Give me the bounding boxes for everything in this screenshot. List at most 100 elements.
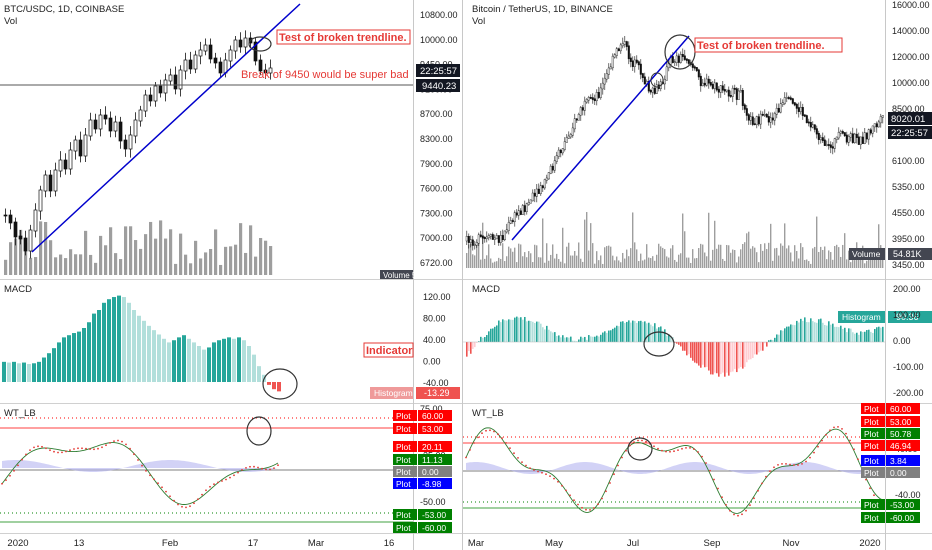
candle-body (198, 49, 203, 57)
left-trendline[interactable] (31, 3, 301, 253)
volume-bar (144, 234, 148, 275)
macd-bar (490, 328, 492, 342)
left-wt-plot-label: Plot (396, 479, 411, 489)
volume-bar (9, 242, 13, 275)
wt-dot (89, 448, 91, 450)
right-vol-label: Vol (472, 16, 485, 27)
wt-dot (573, 499, 575, 502)
candle-body (3, 214, 8, 217)
wt-dot (181, 505, 183, 508)
candle-body (481, 235, 484, 239)
candle-body (589, 97, 592, 99)
wt-dot (113, 440, 115, 442)
right-price-badge-text: 8020.01 (891, 114, 925, 125)
candle-body (847, 135, 850, 143)
volume-bar (482, 222, 484, 268)
left-wt-pane[interactable]: WT_LB 75.00-25.00-50.00 Plot60.00Plot53.… (0, 404, 452, 533)
volume-bar (732, 249, 734, 268)
left-price-tick: 6720.00 (420, 258, 453, 268)
volume-bar (234, 244, 238, 275)
macd-bar (516, 316, 518, 342)
macd-bar (564, 337, 566, 342)
volume-bar (538, 257, 540, 268)
wt-dot (857, 458, 859, 461)
wt-dot (1, 482, 3, 485)
volume-bar (510, 248, 512, 268)
left-volume-badge-text: Volume 5 (383, 271, 417, 280)
candle-body (559, 149, 562, 154)
macd-bar (82, 328, 86, 382)
candle-body (671, 56, 674, 63)
left-time-tick: 16 (384, 538, 395, 549)
macd-bar (526, 321, 528, 342)
left-macd-tick: 80.00 (423, 314, 446, 324)
right-wt-pane[interactable]: WT_LB 40.00-40.00 Plot60.00Plot53.00Plot… (463, 403, 921, 523)
candle-body (48, 174, 53, 192)
right-trendline[interactable] (511, 35, 690, 241)
right-price-pane[interactable]: Test of broken trendline. Bitcoin / Teth… (465, 0, 932, 270)
right-macd-pane[interactable]: MACD Histogram 90.36 200.00 100.00 0.00 -10… (463, 284, 932, 398)
volume-bar (244, 252, 248, 275)
candle-body (793, 102, 796, 106)
right-time-axis: Mar May Jul Sep Nov 2020 (468, 538, 881, 549)
volume-bar (259, 237, 263, 275)
left-chart-title: BTC/USDC, 1D, COINBASE (4, 4, 124, 15)
volume-bar (219, 264, 223, 275)
wt-dot (37, 445, 39, 448)
macd-bar (758, 342, 760, 353)
right-wt-plot-label: Plot (864, 429, 879, 439)
candle-body (777, 107, 780, 113)
macd-bar (802, 320, 804, 342)
macd-bar (784, 328, 786, 342)
candle-body (717, 88, 720, 93)
left-wt-plot-bottom-label-bg (393, 522, 417, 533)
candle-body (665, 66, 668, 81)
left-price-pane[interactable]: Test of broken trendline. Break of 9450 … (0, 3, 460, 280)
macd-bar (480, 336, 482, 342)
volume-bar (822, 249, 824, 268)
volume-bar (470, 243, 472, 268)
volume-bar (606, 246, 608, 268)
left-wt-plot-label-bg (393, 454, 417, 465)
volume-bar (820, 246, 822, 268)
candle-body (577, 113, 580, 121)
volume-bar (796, 251, 798, 268)
volume-bar (634, 242, 636, 268)
left-wt-plot-value-bg (418, 454, 452, 465)
macd-bar (197, 346, 201, 382)
left-macd-pane[interactable]: MACD Indicator Histogram -13.29 120.00 80… (2, 284, 460, 400)
candle-body (867, 129, 870, 140)
left-annotation-box (276, 29, 411, 45)
macd-bar (478, 341, 480, 343)
volume-bar (728, 245, 730, 268)
wt-dot (817, 445, 819, 448)
macd-bar (510, 319, 512, 342)
candle-body (663, 79, 666, 85)
candle-body (599, 87, 602, 98)
volume-bar (44, 221, 48, 275)
macd-bar (744, 342, 746, 367)
macd-bar (846, 332, 848, 342)
volume-bar (708, 212, 710, 268)
volume-bar (159, 220, 163, 275)
macd-bar (102, 302, 106, 382)
right-histogram-value-badge (888, 311, 932, 323)
volume-bar (590, 223, 592, 268)
volume-bar (780, 243, 782, 268)
volume-bar (134, 240, 138, 275)
right-wt-plot-value-bg (886, 416, 920, 427)
candle-body (683, 55, 686, 60)
wt-dot (269, 468, 271, 471)
wt-dot (277, 464, 279, 467)
right-candles (465, 36, 884, 251)
macd-bar (844, 327, 846, 342)
left-break-annotation: Break of 9450 would be super bad (241, 69, 409, 81)
candle-body (545, 177, 548, 181)
volume-bar (730, 252, 732, 268)
macd-bar (740, 342, 742, 368)
volume-bar (864, 263, 866, 268)
candle-body (697, 69, 700, 78)
volume-bar (742, 244, 744, 268)
volume-bar (54, 257, 58, 275)
